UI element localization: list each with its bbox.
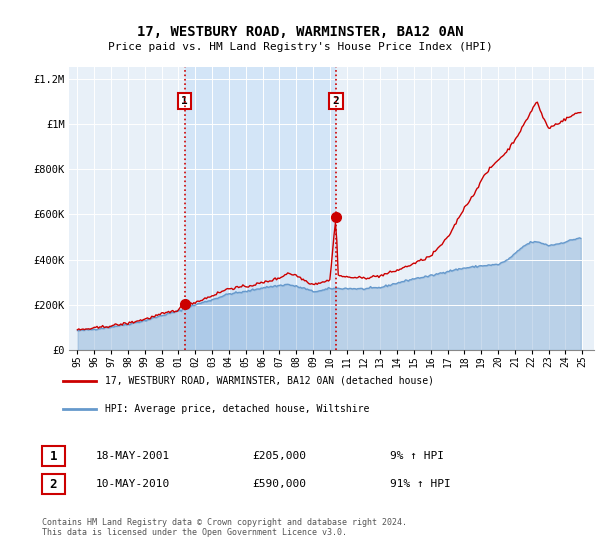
Text: HPI: Average price, detached house, Wiltshire: HPI: Average price, detached house, Wilt… xyxy=(106,404,370,414)
Text: 10-MAY-2010: 10-MAY-2010 xyxy=(96,479,170,489)
Bar xyxy=(185,67,336,350)
Text: 1: 1 xyxy=(50,450,57,463)
Text: 1: 1 xyxy=(181,96,188,106)
Text: 2: 2 xyxy=(332,96,339,106)
Text: Contains HM Land Registry data © Crown copyright and database right 2024.
This d: Contains HM Land Registry data © Crown c… xyxy=(42,518,407,538)
Text: £590,000: £590,000 xyxy=(252,479,306,489)
Text: Price paid vs. HM Land Registry's House Price Index (HPI): Price paid vs. HM Land Registry's House … xyxy=(107,42,493,52)
Text: 2: 2 xyxy=(50,478,57,491)
Text: 18-MAY-2001: 18-MAY-2001 xyxy=(96,451,170,461)
Text: 17, WESTBURY ROAD, WARMINSTER, BA12 0AN (detached house): 17, WESTBURY ROAD, WARMINSTER, BA12 0AN … xyxy=(106,376,434,386)
Text: 17, WESTBURY ROAD, WARMINSTER, BA12 0AN: 17, WESTBURY ROAD, WARMINSTER, BA12 0AN xyxy=(137,25,463,39)
Text: 9% ↑ HPI: 9% ↑ HPI xyxy=(390,451,444,461)
Text: 91% ↑ HPI: 91% ↑ HPI xyxy=(390,479,451,489)
Text: £205,000: £205,000 xyxy=(252,451,306,461)
